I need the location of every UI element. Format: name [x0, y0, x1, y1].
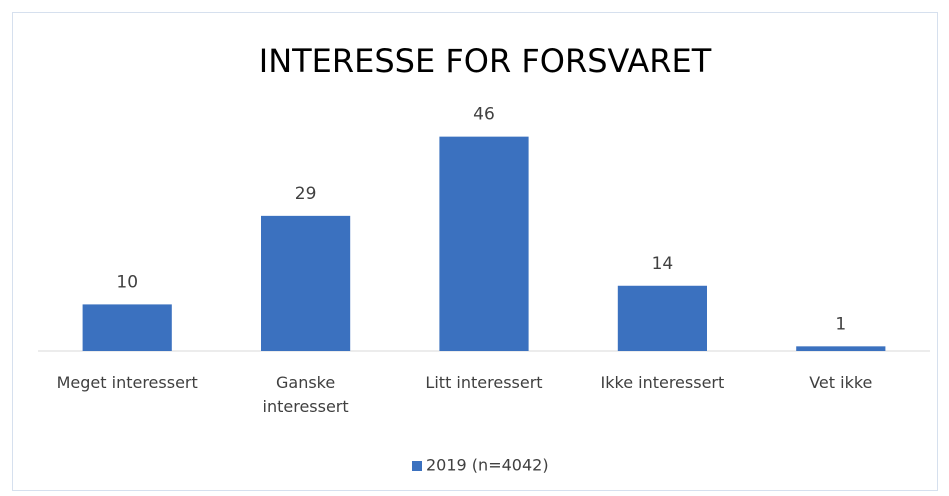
- legend-label: 2019 (n=4042): [426, 456, 549, 475]
- x-tick-label: Vet ikke: [809, 373, 873, 392]
- data-label: 1: [835, 314, 846, 334]
- chart-title: INTERESSE FOR FORSVARET: [259, 42, 712, 80]
- data-label: 10: [116, 272, 138, 292]
- legend-swatch: [412, 461, 422, 471]
- x-tick-label: Ganske interessert: [262, 373, 349, 416]
- x-tick-label: Meget interessert: [56, 373, 198, 392]
- bar: [82, 304, 172, 351]
- bar: [617, 285, 707, 351]
- bar: [439, 136, 529, 351]
- bar: [796, 346, 886, 351]
- x-tick-label: Ikke interessert: [600, 373, 725, 392]
- bar: [261, 215, 351, 351]
- data-label: 29: [295, 184, 317, 204]
- data-label: 46: [473, 105, 495, 125]
- data-label: 14: [652, 254, 674, 274]
- x-tick-label: Litt interessert: [425, 373, 543, 392]
